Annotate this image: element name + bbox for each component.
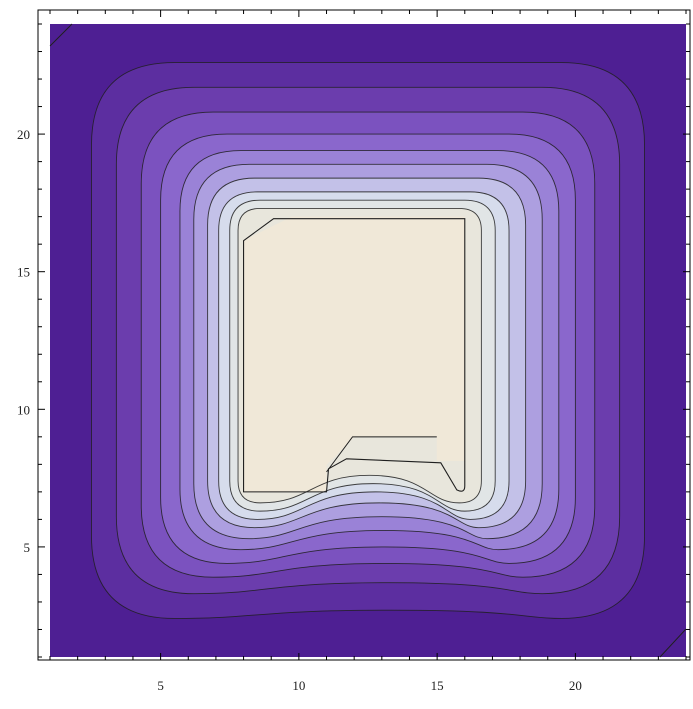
plateau-fill xyxy=(243,216,465,492)
x-tick-label: 10 xyxy=(292,678,305,693)
x-tick-label: 5 xyxy=(157,678,164,693)
contour-line xyxy=(207,177,527,529)
contour-line xyxy=(229,199,496,512)
corner-contour-top-left xyxy=(49,23,73,47)
axis-ticks: 5 10 15 20 5 10 15 20 xyxy=(17,10,690,693)
plateau-contour-line xyxy=(243,218,466,493)
contour-line xyxy=(218,191,510,520)
y-tick-label: 20 xyxy=(17,127,30,142)
plot-frame xyxy=(37,9,691,661)
contour-line xyxy=(237,207,482,504)
y-tick-label: 10 xyxy=(17,402,30,417)
notch-contour-line xyxy=(326,436,437,473)
plateau-region xyxy=(243,216,465,492)
corner-contour-bottom-right xyxy=(659,628,687,658)
contour-line xyxy=(193,163,543,540)
contour-lines xyxy=(49,23,687,658)
frame-border xyxy=(37,9,691,661)
contour-line xyxy=(115,86,621,595)
y-tick-label: 15 xyxy=(17,265,30,280)
x-tick-label: 20 xyxy=(569,678,582,693)
contour-line xyxy=(179,150,560,551)
x-tick-label: 15 xyxy=(431,678,444,693)
contour-line xyxy=(140,111,596,578)
contour-line xyxy=(91,62,645,619)
y-tick-label: 5 xyxy=(24,540,31,555)
contour-line xyxy=(160,133,576,564)
